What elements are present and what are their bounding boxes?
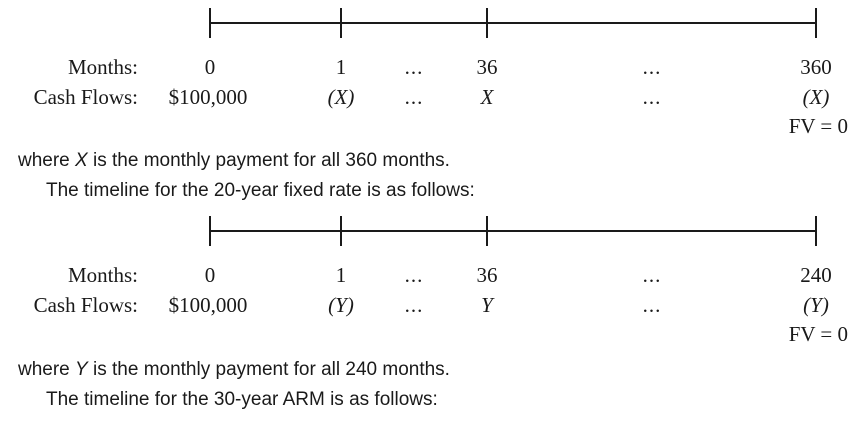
timeline-1-month: 360 — [800, 55, 832, 79]
variable-x: X — [75, 150, 88, 171]
text-1-line-2: The timeline for the 20-year fixed rate … — [46, 180, 475, 201]
timeline-2-fv: FV = 0 — [788, 322, 848, 346]
timeline-1-month: 36 — [476, 55, 498, 79]
timeline-2-month: 36 — [476, 263, 498, 287]
timeline-2-tick-0 — [209, 216, 211, 246]
timeline-2-cashflow: (Y) — [803, 293, 829, 317]
timeline-2-tick-36 — [486, 216, 488, 246]
timeline-2-axis — [209, 230, 817, 232]
timeline-2-cashflow-ellipsis: ... — [404, 293, 424, 317]
timeline-1-month: 1 — [335, 55, 347, 79]
timeline-1-month: 0 — [204, 55, 216, 79]
text-1-line-1: where X is the monthly payment for all 3… — [18, 150, 450, 171]
timeline-1-cashflow: X — [480, 85, 494, 109]
timeline-1-cashflow-ellipsis: ... — [404, 85, 424, 109]
timeline-1-tick-0 — [209, 8, 211, 38]
timeline-2-cashflows-label: Cash Flows: — [33, 293, 138, 317]
timeline-2-tick-1 — [340, 216, 342, 246]
timeline-2-cashflow: (Y) — [328, 293, 354, 317]
timeline-2-month: 240 — [800, 263, 832, 287]
timeline-2-tick-end — [815, 216, 817, 246]
timeline-2-month: 1 — [335, 263, 347, 287]
timeline-1-cashflow-ellipsis: ... — [642, 85, 662, 109]
timeline-1-tick-1 — [340, 8, 342, 38]
timeline-2-cashflow: Y — [481, 293, 493, 317]
timeline-1-month-ellipsis: ... — [404, 55, 424, 79]
text-2-line-1: where Y is the monthly payment for all 2… — [18, 359, 450, 380]
variable-y: Y — [75, 359, 88, 380]
timeline-2-month-ellipsis: ... — [642, 263, 662, 287]
timeline-2-cashflow: $100,000 — [168, 293, 248, 317]
timeline-1-fv: FV = 0 — [788, 114, 848, 138]
timeline-2-month: 0 — [204, 263, 216, 287]
timeline-2-cashflow-ellipsis: ... — [642, 293, 662, 317]
timeline-1-tick-36 — [486, 8, 488, 38]
timeline-1-month-ellipsis: ... — [642, 55, 662, 79]
timeline-2-month-ellipsis: ... — [404, 263, 424, 287]
timeline-1-cashflows-label: Cash Flows: — [33, 85, 138, 109]
timeline-1-cashflow: (X) — [327, 85, 355, 109]
timeline-1-cashflow: $100,000 — [168, 85, 248, 109]
timeline-1-axis — [209, 22, 817, 24]
timeline-1-tick-end — [815, 8, 817, 38]
timeline-1-cashflow: (X) — [802, 85, 830, 109]
timeline-2-months-label: Months: — [67, 263, 138, 287]
text-2-line-2: The timeline for the 30-year ARM is as f… — [46, 389, 438, 410]
timeline-1-months-label: Months: — [67, 55, 138, 79]
